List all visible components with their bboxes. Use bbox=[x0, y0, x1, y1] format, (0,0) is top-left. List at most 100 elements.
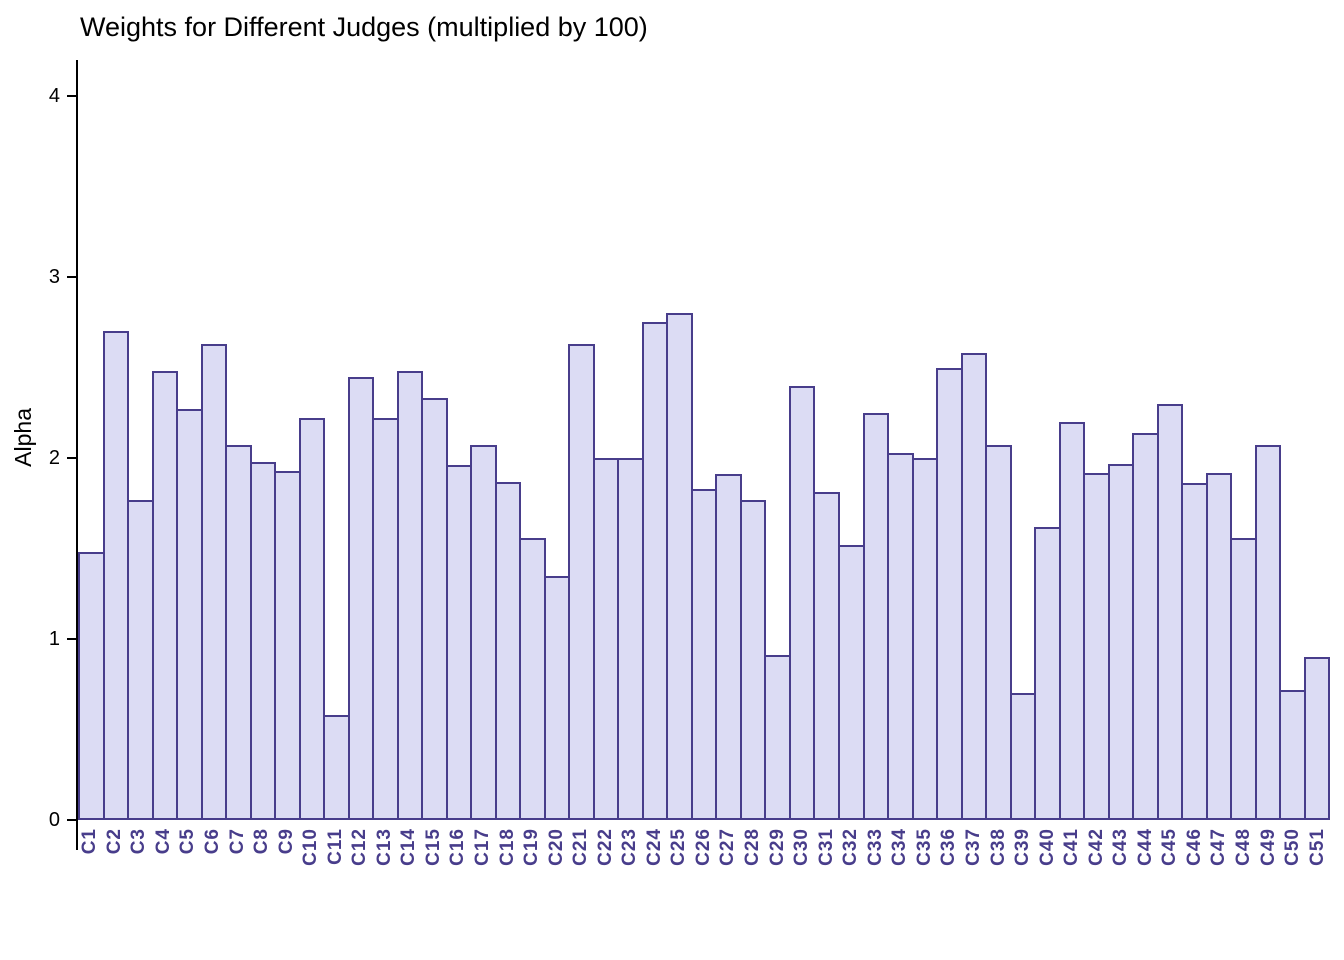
x-tick-label: C4 bbox=[152, 828, 174, 855]
x-tick-label: C33 bbox=[864, 828, 886, 866]
y-tick-label: 0 bbox=[48, 809, 60, 831]
bar bbox=[936, 367, 963, 820]
x-tick-slot: C7 bbox=[225, 828, 250, 854]
x-tick-slot: C10 bbox=[299, 828, 324, 866]
x-tick-label: C5 bbox=[177, 828, 199, 855]
bar bbox=[1303, 657, 1331, 820]
x-tick-label: C32 bbox=[840, 828, 862, 866]
x-tick-slot: C15 bbox=[422, 828, 447, 866]
bar bbox=[151, 371, 179, 820]
x-tick-slot: C5 bbox=[176, 828, 201, 854]
bar bbox=[617, 458, 644, 820]
x-tick-slot: C26 bbox=[692, 828, 717, 866]
x-tick-label: C14 bbox=[398, 828, 420, 866]
x-tick-label: C12 bbox=[349, 828, 371, 866]
bar bbox=[519, 537, 546, 820]
x-tick-label: C46 bbox=[1183, 828, 1205, 866]
x-tick-slot: C6 bbox=[201, 828, 226, 854]
x-tick-slot: C21 bbox=[569, 828, 594, 866]
x-tick-label: C28 bbox=[742, 828, 764, 866]
bar bbox=[837, 544, 865, 820]
x-tick-label: C13 bbox=[373, 828, 395, 866]
x-tick-slot: C32 bbox=[839, 828, 864, 866]
x-tick-slot: C20 bbox=[544, 828, 569, 866]
bar bbox=[102, 331, 130, 820]
x-tick-slot: C34 bbox=[888, 828, 913, 866]
x-tick-label: C43 bbox=[1110, 828, 1132, 866]
y-tick-mark bbox=[67, 276, 76, 279]
bar bbox=[1205, 472, 1233, 820]
x-tick-label: C9 bbox=[275, 828, 297, 855]
x-tick-label: C17 bbox=[472, 828, 494, 866]
x-tick-slot: C30 bbox=[790, 828, 815, 866]
x-tick-label: C44 bbox=[1134, 828, 1156, 866]
bar bbox=[249, 461, 277, 820]
x-tick-label: C1 bbox=[79, 828, 101, 855]
bar bbox=[1132, 432, 1159, 820]
x-tick-label: C22 bbox=[594, 828, 616, 866]
bar bbox=[764, 655, 791, 820]
x-tick-slot: C42 bbox=[1084, 828, 1109, 866]
x-tick-label: C20 bbox=[545, 828, 567, 866]
x-tick-label: C11 bbox=[324, 828, 346, 865]
bar bbox=[421, 398, 448, 820]
x-tick-label: C25 bbox=[668, 828, 690, 866]
x-tick-slot: C2 bbox=[103, 828, 128, 854]
bar bbox=[1279, 689, 1306, 820]
bar bbox=[78, 552, 105, 820]
x-tick-slot: C45 bbox=[1158, 828, 1183, 866]
bar bbox=[592, 458, 620, 820]
x-tick-label: C39 bbox=[1012, 828, 1034, 866]
x-tick-label: C24 bbox=[643, 828, 665, 866]
x-tick-slot: C41 bbox=[1060, 828, 1085, 866]
x-tick-label: C45 bbox=[1159, 828, 1181, 866]
x-tick-slot: C43 bbox=[1109, 828, 1134, 866]
bar bbox=[470, 445, 497, 820]
x-tick-label: C34 bbox=[889, 828, 911, 866]
x-tick-slot: C25 bbox=[667, 828, 692, 866]
bar bbox=[225, 445, 252, 820]
bar bbox=[1254, 445, 1282, 820]
x-tick-slot: C22 bbox=[593, 828, 618, 866]
x-tick-slot: C4 bbox=[152, 828, 177, 854]
bar bbox=[1230, 537, 1257, 820]
x-tick-label: C38 bbox=[987, 828, 1009, 866]
x-tick-label: C29 bbox=[766, 828, 788, 866]
bar bbox=[396, 371, 424, 820]
x-axis-labels: C1 C2 C3 C4 C5 C6 C7 C8 C9 C10 C11 C12 C13 C14 C15 C16 C… bbox=[78, 828, 1330, 866]
y-tick-mark bbox=[67, 819, 76, 821]
bar bbox=[127, 499, 154, 820]
x-tick-label: C2 bbox=[103, 828, 125, 855]
x-tick-label: C30 bbox=[791, 828, 813, 866]
y-tick-label: 4 bbox=[48, 85, 60, 108]
bar bbox=[200, 344, 228, 820]
x-tick-label: C31 bbox=[815, 828, 837, 866]
bar bbox=[1058, 421, 1086, 820]
x-tick-slot: C18 bbox=[495, 828, 520, 866]
bar bbox=[494, 481, 522, 820]
x-tick-label: C48 bbox=[1232, 828, 1254, 866]
x-tick-slot: C49 bbox=[1256, 828, 1281, 866]
x-tick-slot: C51 bbox=[1305, 828, 1330, 866]
y-axis-line bbox=[76, 60, 78, 850]
plot-area bbox=[78, 60, 1331, 820]
x-tick-slot: C9 bbox=[274, 828, 299, 854]
x-tick-label: C40 bbox=[1036, 828, 1058, 866]
x-tick-label: C27 bbox=[717, 828, 739, 866]
x-tick-slot: C23 bbox=[618, 828, 643, 866]
bar bbox=[666, 313, 693, 820]
x-tick-label: C21 bbox=[570, 828, 592, 866]
x-tick-label: C26 bbox=[692, 828, 714, 866]
bar bbox=[1009, 693, 1037, 820]
bar bbox=[1034, 526, 1061, 820]
x-tick-slot: C48 bbox=[1232, 828, 1257, 866]
x-tick-slot: C28 bbox=[741, 828, 766, 866]
chart-title: Weights for Different Judges (multiplied… bbox=[80, 12, 648, 42]
x-tick-label: C7 bbox=[226, 828, 248, 855]
x-tick-slot: C31 bbox=[814, 828, 839, 866]
bar bbox=[323, 715, 350, 820]
bar bbox=[813, 492, 840, 820]
x-tick-label: C8 bbox=[251, 828, 273, 855]
y-tick-label: 3 bbox=[48, 266, 60, 289]
